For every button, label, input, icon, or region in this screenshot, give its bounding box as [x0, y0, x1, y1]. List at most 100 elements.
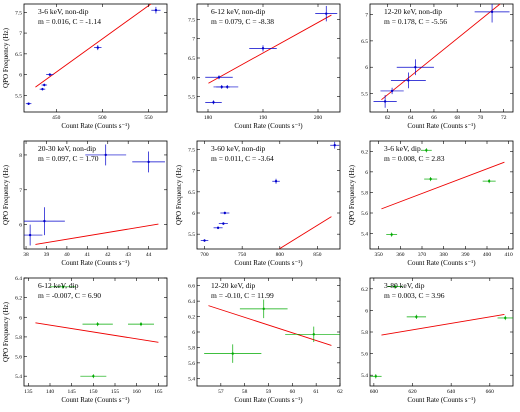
y-tick-label: 5.6: [361, 352, 368, 358]
data-point: [132, 151, 165, 173]
x-axis-label: Count Rate (Counts s⁻¹): [407, 396, 476, 404]
plot-area: [370, 284, 513, 379]
y-tick-label: 6.2: [15, 296, 22, 302]
y-tick-label: 6.5: [188, 56, 195, 62]
y-tick-label: 7.5: [15, 10, 22, 16]
y-tick-label: 6.5: [188, 190, 195, 196]
point-marker: [390, 233, 393, 236]
x-tick-label: 145: [68, 389, 77, 395]
plot-area: [205, 5, 338, 105]
chart-panel-6: 350 360 370 380 390 400 410 5.4 5.6 5.8 6 6.2 3-6 ke…: [346, 137, 519, 274]
data-point: [46, 73, 54, 76]
plot-area: [204, 299, 340, 363]
fit-line: [381, 313, 505, 336]
point-marker: [217, 76, 221, 79]
data-point: [497, 315, 513, 321]
point-marker: [261, 47, 265, 50]
panel-annotation-band: 6-12 keV, non-dip: [211, 7, 265, 16]
y-tick-label: 5.4: [361, 373, 368, 379]
y-tick-label: 6: [19, 73, 22, 79]
data-point: [85, 144, 127, 166]
panel-annotation-fit: m = -0.10, C = 11.99: [211, 291, 274, 300]
y-tick-label: 5.6: [188, 361, 195, 367]
point-marker: [231, 352, 234, 355]
x-tick-label: 190: [259, 115, 268, 121]
point-marker: [28, 233, 32, 237]
point-marker: [203, 239, 206, 242]
x-axis-label: Count Rate (Counts s⁻¹): [61, 122, 130, 130]
data-point: [24, 224, 43, 246]
plot-area: [381, 148, 505, 237]
y-tick-label: 5.5: [188, 232, 195, 238]
y-tick-label: 6: [365, 65, 368, 71]
x-tick-label: 360: [396, 252, 405, 258]
y-tick-label: 5.6: [361, 211, 368, 217]
plot-area: [24, 144, 165, 246]
point-marker: [43, 219, 46, 223]
x-tick-label: 62: [385, 115, 391, 121]
point-marker: [212, 101, 215, 104]
point-marker: [43, 83, 46, 87]
x-axis-label: Count Rate (Counts s⁻¹): [407, 122, 476, 130]
point-marker: [504, 316, 507, 320]
x-tick-label: 66: [431, 115, 437, 121]
x-tick-label: 620: [408, 389, 417, 395]
fit-line: [381, 4, 501, 101]
chart-panel-9: 600 620 640 660 5.4 5.6 5.8 6 6.2 3-80 keV, dip m …: [346, 274, 519, 411]
data-point: [220, 211, 230, 215]
x-tick-label: 850: [313, 252, 322, 258]
fit-line: [35, 322, 159, 343]
x-tick-label: 200: [314, 115, 323, 121]
y-tick-label: 7: [365, 13, 368, 19]
point-marker: [262, 307, 265, 311]
chart-svg: 700 750 800 850 5.5 6 6.5 7 7.5 3-60 keV, non-dip…: [175, 140, 341, 267]
data-point: [330, 141, 340, 149]
x-tick-label: 600: [370, 389, 379, 395]
data-point: [216, 85, 239, 89]
y-tick-label: 6: [19, 315, 22, 321]
data-point: [24, 207, 65, 236]
y-tick-label: 5.6: [15, 355, 22, 361]
panel-annotation-band: 3-60 keV, non-dip: [211, 144, 265, 153]
data-point: [380, 87, 404, 95]
data-point: [204, 344, 262, 363]
plot-frame: [369, 3, 514, 113]
point-marker: [147, 160, 150, 164]
x-tick-label: 165: [154, 389, 163, 395]
chart-panel-5: 700 750 800 850 5.5 6 6.5 7 7.5 3-60 keV, non-dip…: [173, 137, 346, 274]
y-tick-label: 7: [19, 31, 22, 37]
data-point: [272, 178, 280, 184]
point-marker: [223, 211, 227, 215]
y-tick-label: 6.2: [361, 149, 368, 155]
data-point: [370, 374, 382, 379]
panel-annotation-fit: m = 0.097, C = 1.70: [38, 154, 99, 163]
chart-svg: 135 140 145 150 155 160 165 5.4 5.6 5.8 6 6.2 6.4 6-1…: [2, 276, 168, 404]
chart-svg: 62 64 66 68 70 72 5.5 6 6.5 7 12-20 keV, non-dipm …: [361, 3, 514, 130]
y-tick-label: 6.2: [361, 287, 368, 293]
y-tick-label: 8: [19, 153, 22, 159]
data-point: [94, 45, 102, 51]
data-point: [420, 148, 432, 153]
chart-panel-2: 180 190 200 5.5 6 6.5 7 7.5 6-12 keV, non-dip m =…: [173, 0, 346, 137]
panel-annotation-fit: m = -0.007, C = 6.90: [38, 291, 101, 300]
point-marker: [393, 285, 397, 288]
x-tick-label: 180: [204, 115, 213, 121]
chart-panel-1: 450 500 550 5.5 6 6.5 7 7.5 3-6 keV, non-dip m = …: [0, 0, 173, 137]
y-axis-label: QPO Frequency (Hz): [2, 301, 10, 362]
x-tick-label: 68: [454, 115, 460, 121]
panel-annotation-band: 6-12 keV, dip: [38, 281, 79, 290]
data-point: [424, 177, 438, 182]
point-marker: [48, 73, 52, 76]
x-tick-label: 42: [105, 252, 111, 258]
y-axis-label: QPO Frequency (Hz): [348, 164, 356, 225]
x-tick-label: 44: [146, 252, 152, 258]
x-tick-label: 500: [98, 115, 107, 121]
x-tick-label: 39: [44, 252, 50, 258]
plot-area: [200, 141, 340, 249]
x-axis-label: Count Rate (Counts s⁻¹): [234, 259, 303, 267]
y-tick-label: 6: [192, 330, 195, 336]
x-tick-label: 64: [408, 115, 414, 121]
panel-annotation-band: 3-6 keV, non-dip: [38, 7, 89, 16]
